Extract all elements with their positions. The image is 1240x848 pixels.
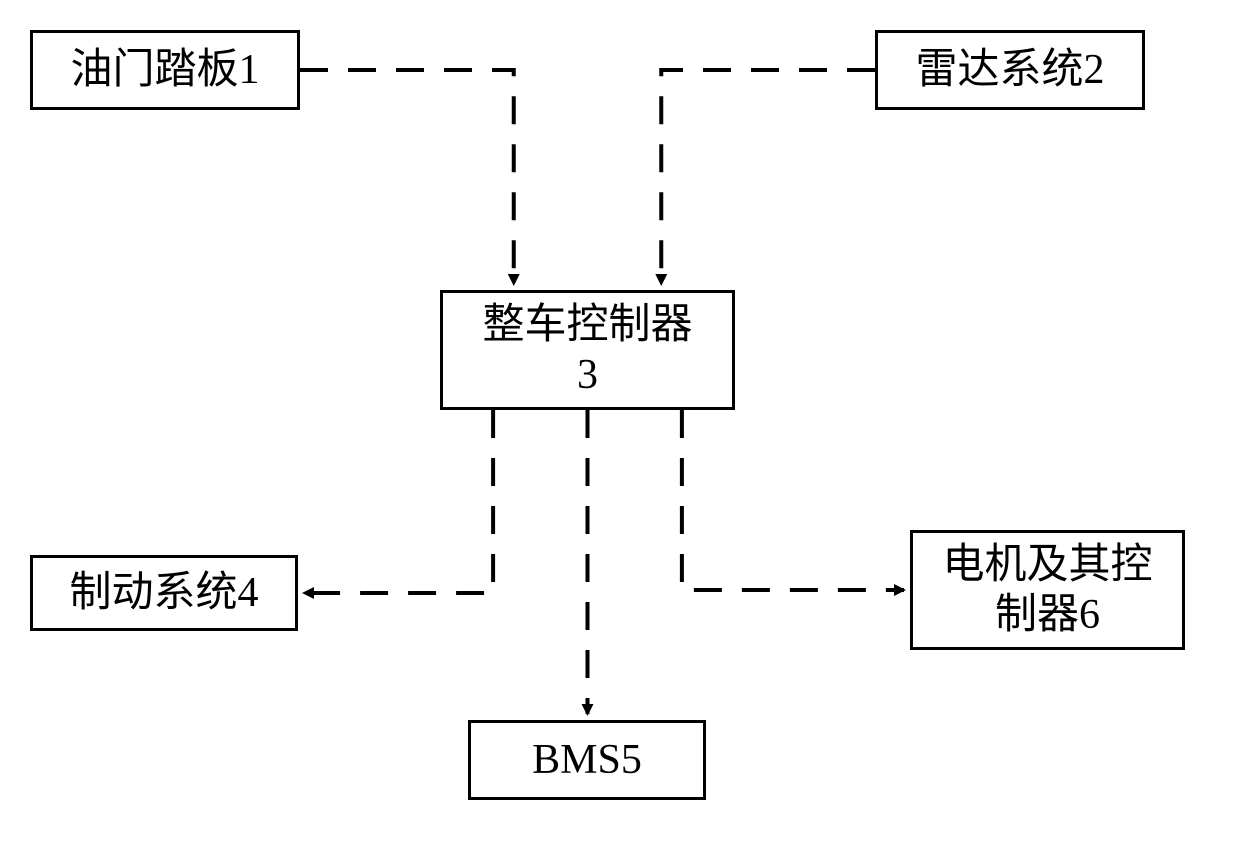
node-label-line1: 整车控制器 bbox=[482, 300, 692, 350]
node-label-line1: 电机及其控 bbox=[942, 540, 1152, 590]
node-label: 制动系统4 bbox=[69, 568, 258, 618]
node-radar-system: 雷达系统2 bbox=[875, 30, 1145, 110]
node-label: 油门踏板1 bbox=[70, 45, 259, 95]
node-label: BMS5 bbox=[532, 735, 642, 785]
node-motor-controller: 电机及其控 制器6 bbox=[910, 530, 1185, 650]
node-vehicle-controller: 整车控制器 3 bbox=[440, 290, 735, 410]
node-label-line2: 3 bbox=[577, 350, 598, 400]
node-brake-system: 制动系统4 bbox=[30, 555, 298, 631]
system-diagram: 油门踏板1 雷达系统2 整车控制器 3 制动系统4 BMS5 电机及其控 制器6 bbox=[0, 0, 1240, 848]
node-bms: BMS5 bbox=[468, 720, 706, 800]
node-label: 雷达系统2 bbox=[915, 45, 1104, 95]
node-label-line2: 制器6 bbox=[995, 590, 1100, 640]
node-accel-pedal: 油门踏板1 bbox=[30, 30, 300, 110]
